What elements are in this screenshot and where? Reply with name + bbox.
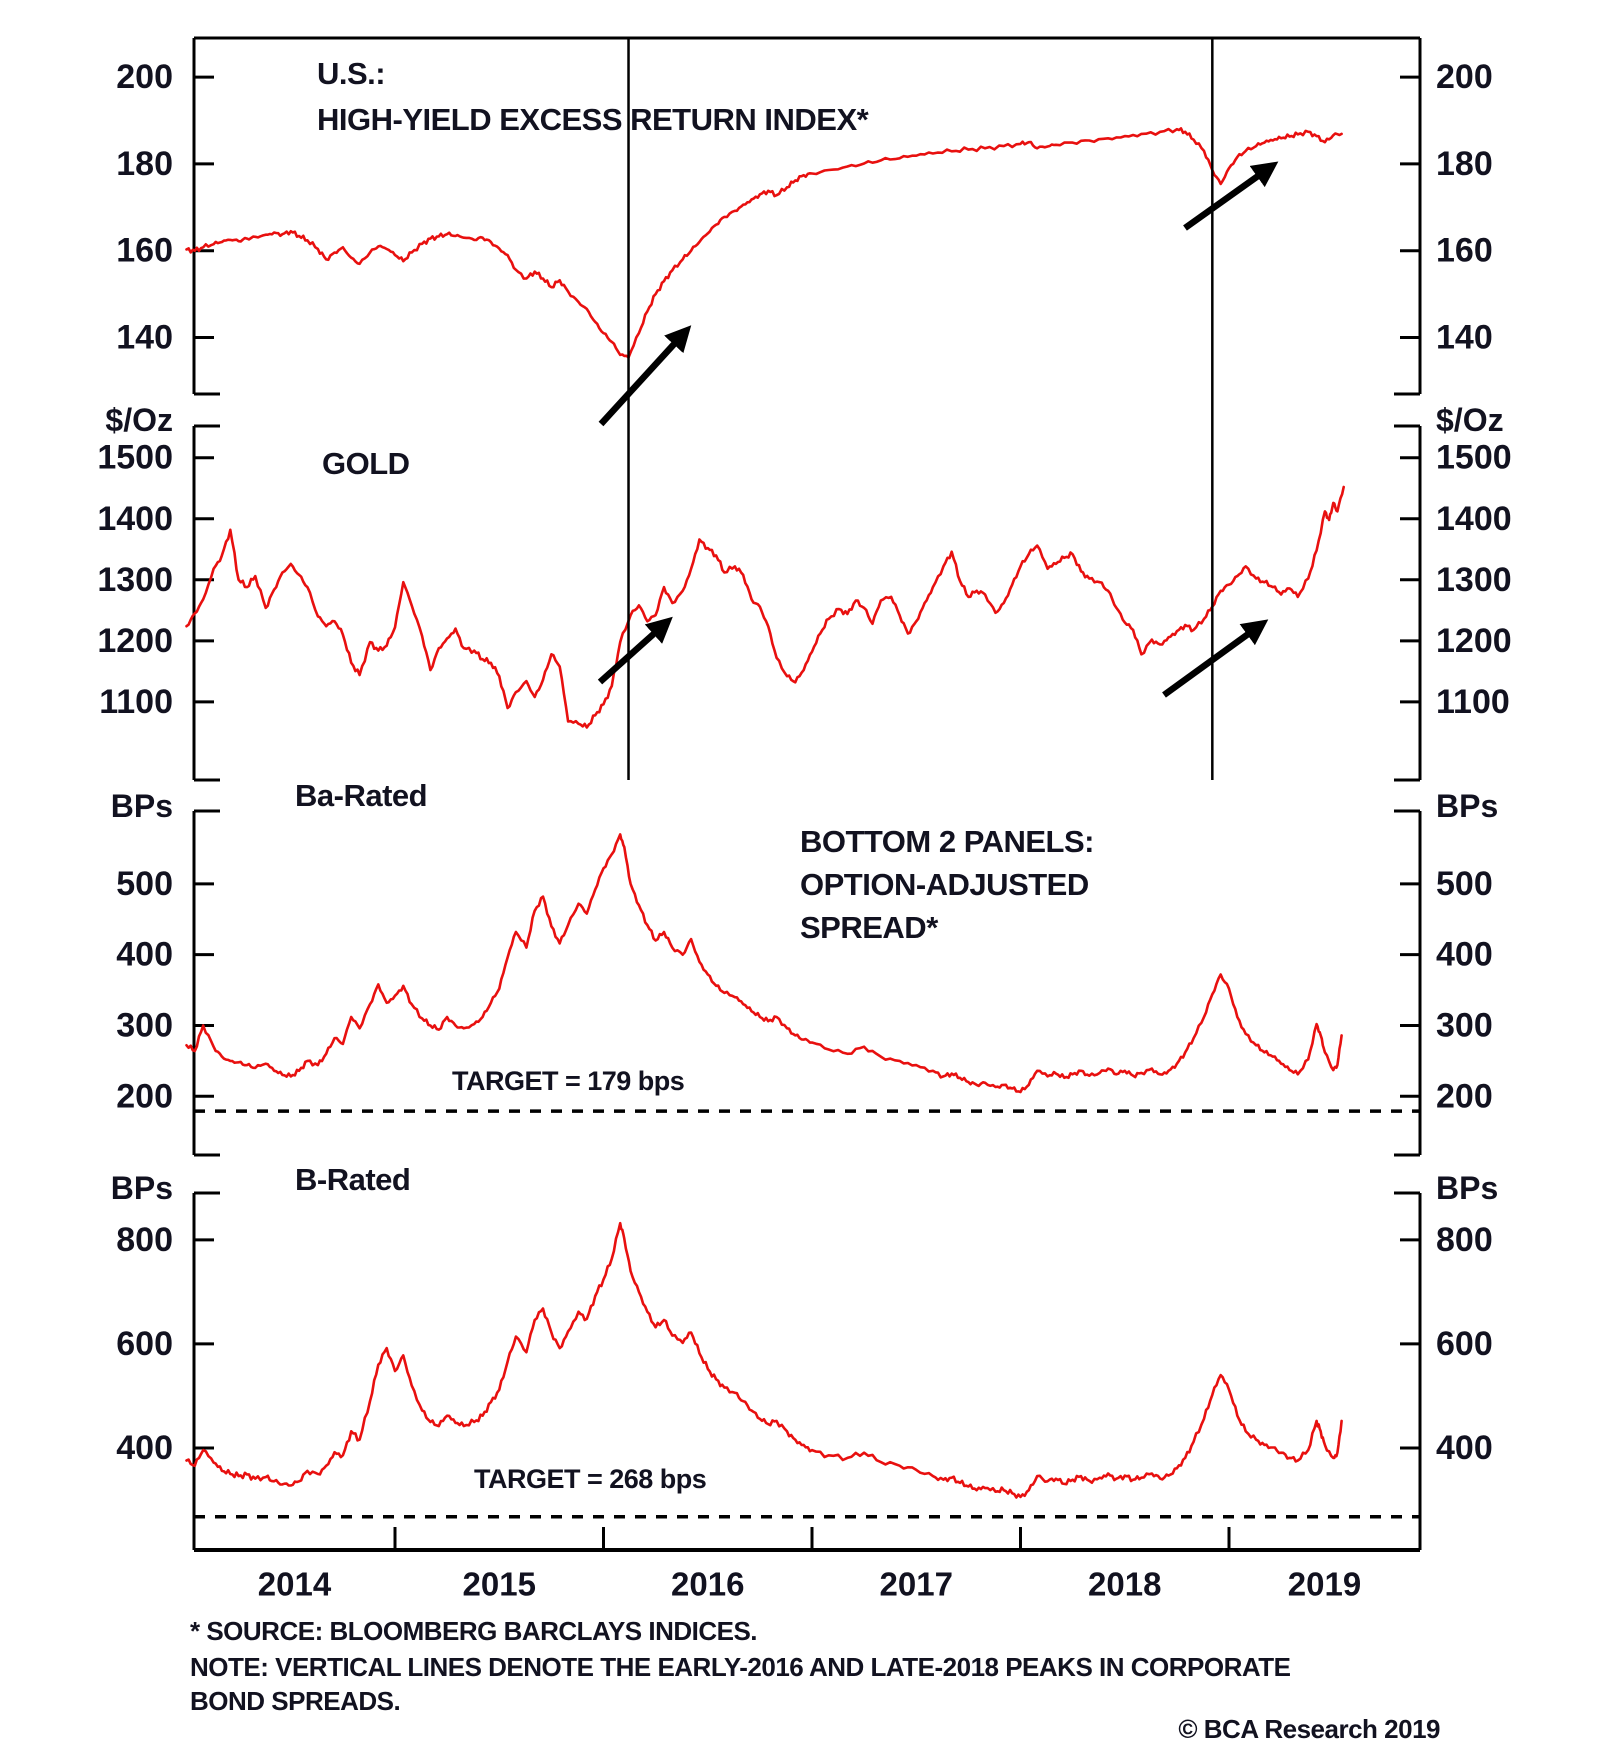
y-tick-label-left: 1500 bbox=[97, 439, 173, 477]
target-label-ba: TARGET = 179 bps bbox=[452, 1066, 685, 1096]
panel4-title: B-Rated bbox=[295, 1162, 411, 1197]
y-tick-label-left: 400 bbox=[116, 936, 173, 974]
bottom-panels-note-line2: OPTION-ADJUSTED bbox=[800, 867, 1089, 902]
y-tick-label-left: 600 bbox=[116, 1325, 173, 1363]
footnote-note-line1: NOTE: VERTICAL LINES DENOTE THE EARLY-20… bbox=[190, 1652, 1291, 1682]
y-tick-label-right: 200 bbox=[1436, 1077, 1493, 1115]
x-year-label: 2016 bbox=[671, 1566, 744, 1603]
y-tick-label-right: 400 bbox=[1436, 936, 1493, 974]
y-tick-label-left: 1400 bbox=[97, 500, 173, 538]
y-tick-label-right: 500 bbox=[1436, 865, 1493, 903]
y-tick-label-left: 1300 bbox=[97, 561, 173, 599]
footnote-note-line2: BOND SPREADS. bbox=[190, 1686, 401, 1716]
y-tick-label-left: 1100 bbox=[99, 683, 173, 721]
y-tick-label-right: 180 bbox=[1436, 145, 1493, 183]
up-trend-arrow bbox=[1162, 619, 1269, 698]
series-line-panel3 bbox=[185, 833, 1343, 1094]
unit-label-right: $/Oz bbox=[1436, 402, 1504, 438]
y-tick-label-left: 400 bbox=[116, 1429, 173, 1467]
series-line-panel4 bbox=[185, 1221, 1343, 1499]
y-tick-label-right: 1200 bbox=[1436, 622, 1512, 660]
y-tick-label-right: 400 bbox=[1436, 1429, 1493, 1467]
unit-label-right: BPs bbox=[1436, 1170, 1498, 1206]
panel1-title-line1: U.S.: bbox=[317, 56, 386, 91]
y-tick-label-right: 300 bbox=[1436, 1006, 1493, 1044]
y-tick-label-right: 1500 bbox=[1436, 439, 1512, 477]
y-tick-label-right: 1300 bbox=[1436, 561, 1512, 599]
x-year-label: 2018 bbox=[1088, 1566, 1161, 1603]
y-tick-label-right: 140 bbox=[1436, 319, 1493, 357]
panel1-title-line2: HIGH-YIELD EXCESS RETURN INDEX* bbox=[317, 102, 869, 137]
y-tick-label-right: 1400 bbox=[1436, 500, 1512, 538]
panel2-title: GOLD bbox=[322, 446, 410, 481]
x-year-label: 2017 bbox=[880, 1566, 953, 1603]
y-tick-label-left: 800 bbox=[116, 1221, 173, 1259]
footnote-source: * SOURCE: BLOOMBERG BARCLAYS INDICES. bbox=[190, 1616, 758, 1646]
up-trend-arrow bbox=[597, 616, 673, 685]
unit-label-left: $/Oz bbox=[105, 402, 173, 438]
y-tick-label-right: 1100 bbox=[1436, 683, 1510, 721]
y-tick-label-left: 500 bbox=[116, 865, 173, 903]
x-year-label: 2019 bbox=[1288, 1566, 1361, 1603]
y-tick-label-left: 200 bbox=[116, 1077, 173, 1115]
y-tick-label-right: 600 bbox=[1436, 1325, 1493, 1363]
series-line-panel1 bbox=[185, 127, 1343, 359]
series-line-panel2 bbox=[185, 485, 1345, 729]
up-trend-arrow bbox=[1183, 161, 1279, 231]
y-tick-label-left: 300 bbox=[116, 1006, 173, 1044]
up-trend-arrow bbox=[598, 325, 692, 427]
unit-label-right: BPs bbox=[1436, 788, 1498, 824]
unit-label-left: BPs bbox=[111, 788, 173, 824]
copyright: © BCA Research 2019 bbox=[1178, 1714, 1440, 1744]
y-tick-label-left: 180 bbox=[116, 145, 173, 183]
y-tick-label-left: 140 bbox=[116, 319, 173, 357]
y-tick-label-left: 1200 bbox=[97, 622, 173, 660]
y-tick-label-left: 160 bbox=[116, 232, 173, 270]
bottom-panels-note-line1: BOTTOM 2 PANELS: bbox=[800, 824, 1094, 859]
panel3-title: Ba-Rated bbox=[295, 778, 428, 813]
y-tick-label-right: 160 bbox=[1436, 232, 1493, 270]
x-year-label: 2014 bbox=[258, 1566, 332, 1603]
x-year-label: 2015 bbox=[463, 1566, 536, 1603]
bottom-panels-note-line3: SPREAD* bbox=[800, 910, 938, 945]
y-tick-label-left: 200 bbox=[116, 58, 173, 96]
y-tick-label-right: 800 bbox=[1436, 1221, 1493, 1259]
unit-label-left: BPs bbox=[111, 1170, 173, 1206]
y-tick-label-right: 200 bbox=[1436, 58, 1493, 96]
target-label-b: TARGET = 268 bps bbox=[474, 1464, 707, 1494]
